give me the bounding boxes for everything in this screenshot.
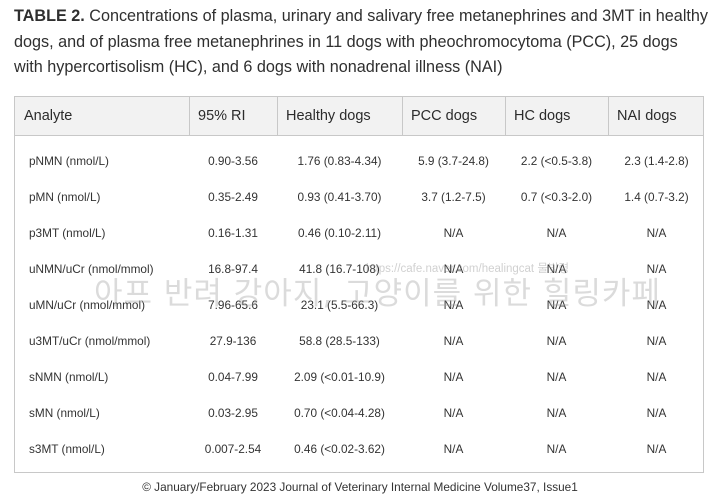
cell-nai: N/A bbox=[646, 298, 667, 312]
cell-analyte: sMN (nmol/L) bbox=[29, 406, 100, 420]
cell-healthy: 23.1 (5.5-66.3) bbox=[300, 298, 379, 312]
header-divider bbox=[189, 97, 190, 135]
cell-analyte: p3MT (nmol/L) bbox=[29, 226, 106, 240]
caption-text: Concentrations of plasma, urinary and sa… bbox=[14, 7, 709, 76]
header-analyte: Analyte bbox=[24, 108, 73, 124]
cell-nai: N/A bbox=[646, 334, 667, 348]
cell-nai: N/A bbox=[646, 406, 667, 420]
header-nai: NAI dogs bbox=[617, 108, 677, 124]
cell-healthy: 0.46 (0.10-2.11) bbox=[297, 226, 382, 240]
header-healthy: Healthy dogs bbox=[286, 108, 371, 124]
header-divider bbox=[402, 97, 403, 135]
header-divider bbox=[608, 97, 609, 135]
table-row: sMN (nmol/L) 0.03-2.95 0.70 (<0.04-4.28)… bbox=[15, 395, 703, 431]
table-header-row: Analyte 95% RI Healthy dogs PCC dogs HC … bbox=[15, 97, 703, 136]
cell-pcc: N/A bbox=[443, 406, 464, 420]
cell-nai: N/A bbox=[646, 226, 667, 240]
cell-analyte: uMN/uCr (nmol/mmol) bbox=[29, 298, 146, 312]
cell-healthy: 41.8 (16.7-108) bbox=[299, 262, 380, 276]
cell-pcc: N/A bbox=[443, 370, 464, 384]
cell-ri: 16.8-97.4 bbox=[208, 262, 258, 276]
cell-healthy: 2.09 (<0.01-10.9) bbox=[294, 370, 385, 384]
cell-hc: N/A bbox=[546, 262, 567, 276]
cell-hc: N/A bbox=[546, 226, 567, 240]
data-table: Analyte 95% RI Healthy dogs PCC dogs HC … bbox=[14, 96, 704, 473]
cell-hc: 0.7 (<0.3-2.0) bbox=[520, 190, 593, 204]
cell-ri: 0.03-2.95 bbox=[208, 406, 258, 420]
table-row: pNMN (nmol/L) 0.90-3.56 1.76 (0.83-4.34)… bbox=[15, 143, 703, 179]
cell-ri: 0.04-7.99 bbox=[208, 370, 258, 384]
cell-pcc: N/A bbox=[443, 226, 464, 240]
header-ri: 95% RI bbox=[198, 108, 246, 124]
cell-pcc: N/A bbox=[443, 262, 464, 276]
cell-ri: 27.9-136 bbox=[209, 334, 257, 348]
cell-ri: 0.16-1.31 bbox=[208, 226, 258, 240]
cell-ri: 0.90-3.56 bbox=[208, 154, 258, 168]
cell-hc: 2.2 (<0.5-3.8) bbox=[520, 154, 593, 168]
table-row: pMN (nmol/L) 0.35-2.49 0.93 (0.41-3.70) … bbox=[15, 179, 703, 215]
table-caption: TABLE 2. Concentrations of plasma, urina… bbox=[14, 4, 708, 81]
cell-pcc: N/A bbox=[443, 334, 464, 348]
cell-healthy: 0.46 (<0.02-3.62) bbox=[294, 442, 385, 456]
table-row: sNMN (nmol/L) 0.04-7.99 2.09 (<0.01-10.9… bbox=[15, 359, 703, 395]
cell-ri: 0.007-2.54 bbox=[204, 442, 262, 456]
table-label: TABLE 2. bbox=[14, 7, 85, 25]
cell-nai: N/A bbox=[646, 262, 667, 276]
cell-pcc: N/A bbox=[443, 442, 464, 456]
cell-pcc: N/A bbox=[443, 298, 464, 312]
cell-healthy: 58.8 (28.5-133) bbox=[299, 334, 380, 348]
table-row: u3MT/uCr (nmol/mmol) 27.9-136 58.8 (28.5… bbox=[15, 323, 703, 359]
cell-healthy: 1.76 (0.83-4.34) bbox=[297, 154, 382, 168]
cell-hc: N/A bbox=[546, 406, 567, 420]
cell-ri: 7.96-65.6 bbox=[208, 298, 258, 312]
copyright-footer: © January/February 2023 Journal of Veter… bbox=[142, 480, 578, 494]
cell-hc: N/A bbox=[546, 298, 567, 312]
header-hc: HC dogs bbox=[514, 108, 571, 124]
cell-analyte: pMN (nmol/L) bbox=[29, 190, 101, 204]
header-divider bbox=[505, 97, 506, 135]
cell-nai: 1.4 (0.7-3.2) bbox=[624, 190, 689, 204]
cell-nai: 2.3 (1.4-2.8) bbox=[624, 154, 689, 168]
cell-analyte: sNMN (nmol/L) bbox=[29, 370, 109, 384]
table-row: uNMN/uCr (nmol/mmol) 16.8-97.4 41.8 (16.… bbox=[15, 251, 703, 287]
cell-analyte: u3MT/uCr (nmol/mmol) bbox=[29, 334, 151, 348]
cell-pcc: 3.7 (1.2-7.5) bbox=[421, 190, 486, 204]
cell-analyte: uNMN/uCr (nmol/mmol) bbox=[29, 262, 154, 276]
cell-analyte: pNMN (nmol/L) bbox=[29, 154, 109, 168]
table-row: s3MT (nmol/L) 0.007-2.54 0.46 (<0.02-3.6… bbox=[15, 431, 703, 467]
cell-healthy: 0.70 (<0.04-4.28) bbox=[294, 406, 385, 420]
cell-ri: 0.35-2.49 bbox=[208, 190, 258, 204]
header-divider bbox=[277, 97, 278, 135]
cell-hc: N/A bbox=[546, 370, 567, 384]
cell-hc: N/A bbox=[546, 334, 567, 348]
table-row: uMN/uCr (nmol/mmol) 7.96-65.6 23.1 (5.5-… bbox=[15, 287, 703, 323]
cell-nai: N/A bbox=[646, 370, 667, 384]
cell-hc: N/A bbox=[546, 442, 567, 456]
cell-pcc: 5.9 (3.7-24.8) bbox=[418, 154, 489, 168]
cell-nai: N/A bbox=[646, 442, 667, 456]
table-row: p3MT (nmol/L) 0.16-1.31 0.46 (0.10-2.11)… bbox=[15, 215, 703, 251]
header-pcc: PCC dogs bbox=[411, 108, 478, 124]
cell-healthy: 0.93 (0.41-3.70) bbox=[297, 190, 382, 204]
cell-analyte: s3MT (nmol/L) bbox=[29, 442, 105, 456]
